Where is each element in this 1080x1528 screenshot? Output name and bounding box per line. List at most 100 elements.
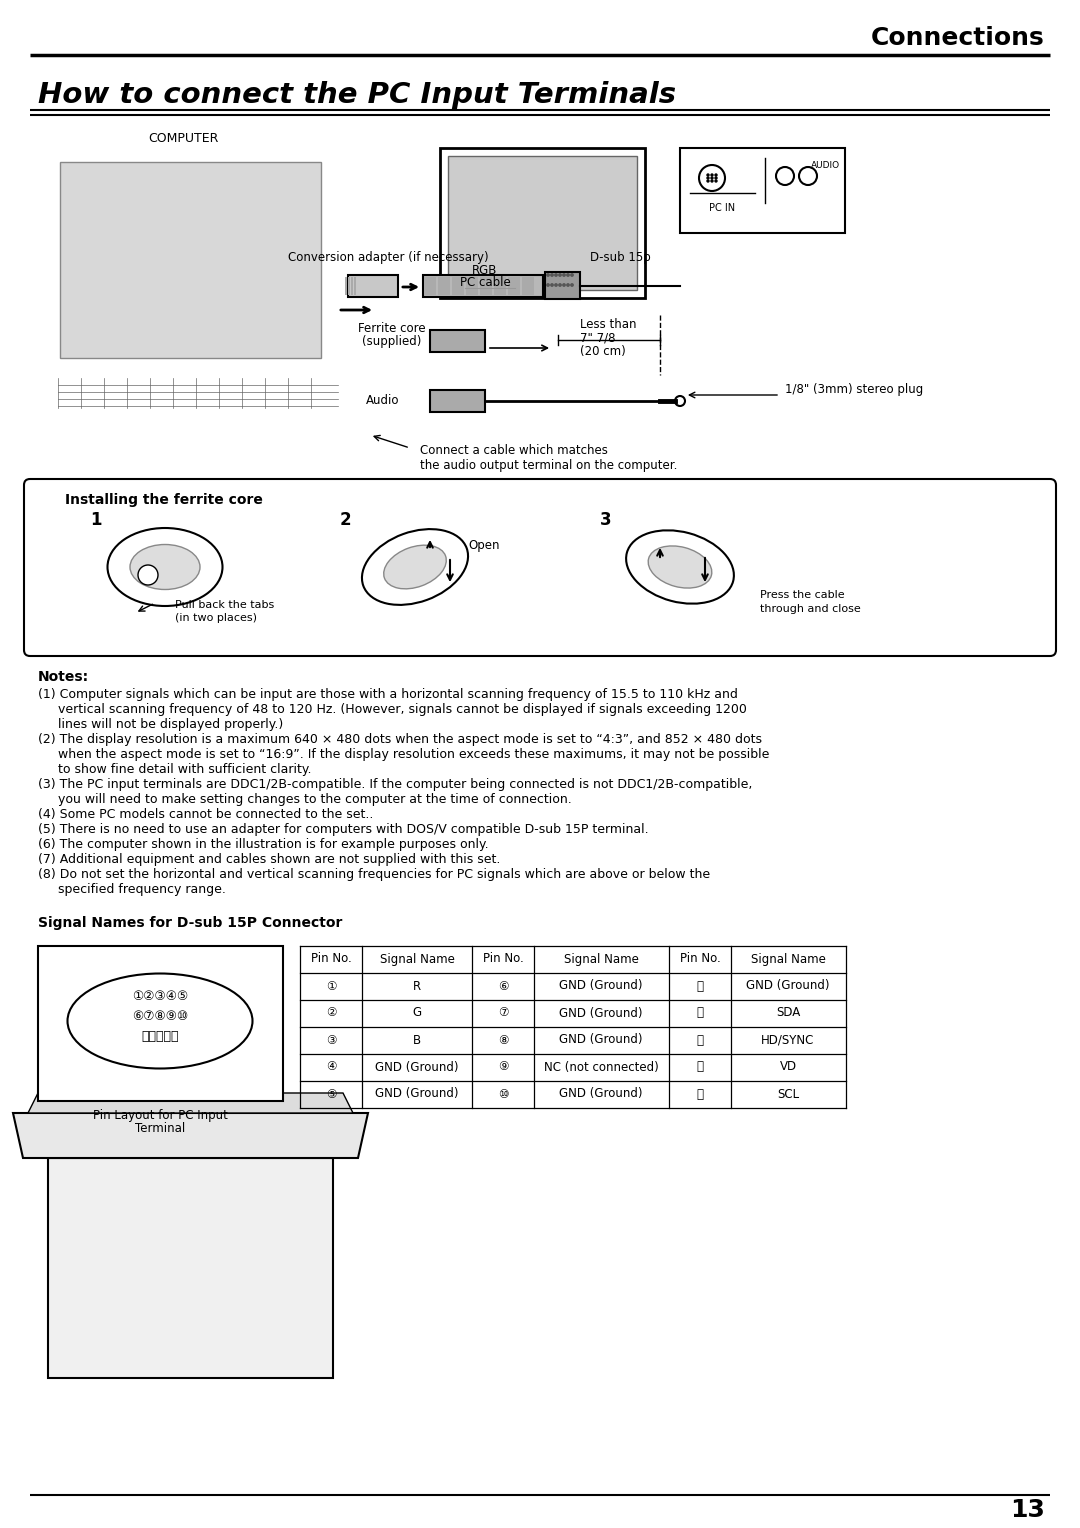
Text: Pin Layout for PC Input: Pin Layout for PC Input bbox=[93, 1109, 228, 1122]
Circle shape bbox=[711, 177, 713, 179]
Text: Signal Name: Signal Name bbox=[751, 952, 825, 966]
Bar bbox=[348, 277, 350, 295]
Text: Pin No.: Pin No. bbox=[679, 952, 720, 966]
Text: HD/SYNC: HD/SYNC bbox=[761, 1033, 814, 1047]
Text: through and close: through and close bbox=[760, 604, 861, 614]
Ellipse shape bbox=[67, 973, 253, 1068]
Text: ⑪⑫⑬⑭⑮: ⑪⑫⑬⑭⑮ bbox=[141, 1030, 179, 1042]
Bar bbox=[424, 277, 436, 295]
Text: Less than: Less than bbox=[580, 318, 636, 332]
Text: COMPUTER: COMPUTER bbox=[148, 131, 218, 145]
Bar bbox=[440, 148, 645, 298]
Text: GND (Ground): GND (Ground) bbox=[746, 979, 829, 993]
Circle shape bbox=[707, 174, 708, 176]
Bar bbox=[522, 277, 534, 295]
Ellipse shape bbox=[130, 544, 200, 590]
Text: How to connect the PC Input Terminals: How to connect the PC Input Terminals bbox=[38, 81, 676, 108]
Text: (5) There is no need to use an adapter for computers with DOS/V compatible D-sub: (5) There is no need to use an adapter f… bbox=[38, 824, 649, 836]
Text: Pin No.: Pin No. bbox=[483, 952, 524, 966]
Text: PC IN: PC IN bbox=[708, 203, 735, 212]
Text: ④: ④ bbox=[326, 1060, 336, 1074]
Circle shape bbox=[711, 180, 713, 182]
Text: AUDIO: AUDIO bbox=[810, 162, 839, 171]
Text: ①②③④⑤: ①②③④⑤ bbox=[132, 990, 188, 1002]
Text: (3) The PC input terminals are DDC1/2B-compatible. If the computer being connect: (3) The PC input terminals are DDC1/2B-c… bbox=[38, 778, 753, 792]
Text: (in two places): (in two places) bbox=[175, 613, 257, 623]
Text: Pull back the tabs: Pull back the tabs bbox=[175, 601, 274, 610]
Text: NC (not connected): NC (not connected) bbox=[543, 1060, 659, 1074]
Text: Open: Open bbox=[468, 538, 499, 552]
Text: Ferrite core: Ferrite core bbox=[359, 321, 426, 335]
Text: (1) Computer signals which can be input are those with a horizontal scanning fre: (1) Computer signals which can be input … bbox=[38, 688, 738, 701]
Bar bbox=[453, 277, 464, 295]
Text: VD: VD bbox=[780, 1060, 797, 1074]
Text: ⑪: ⑪ bbox=[697, 979, 703, 993]
Bar bbox=[430, 330, 485, 351]
Text: (7) Additional equipment and cables shown are not supplied with this set.: (7) Additional equipment and cables show… bbox=[38, 853, 500, 866]
Bar bbox=[680, 148, 845, 232]
Bar bbox=[448, 156, 637, 290]
Circle shape bbox=[138, 565, 158, 585]
Text: D-sub 15p: D-sub 15p bbox=[590, 251, 650, 263]
Ellipse shape bbox=[626, 530, 734, 604]
Bar bbox=[545, 272, 580, 299]
FancyBboxPatch shape bbox=[24, 478, 1056, 656]
Text: Conversion adapter (if necessary): Conversion adapter (if necessary) bbox=[287, 252, 488, 264]
Text: (6) The computer shown in the illustration is for example purposes only.: (6) The computer shown in the illustrati… bbox=[38, 837, 488, 851]
Text: GND (Ground): GND (Ground) bbox=[375, 1060, 459, 1074]
Text: Installing the ferrite core: Installing the ferrite core bbox=[65, 494, 262, 507]
Bar bbox=[438, 277, 450, 295]
Text: (4) Some PC models cannot be connected to the set..: (4) Some PC models cannot be connected t… bbox=[38, 808, 374, 821]
Bar bbox=[465, 277, 478, 295]
Circle shape bbox=[546, 274, 550, 277]
Text: (8) Do not set the horizontal and vertical scanning frequencies for PC signals w: (8) Do not set the horizontal and vertic… bbox=[38, 868, 711, 882]
Text: RGB: RGB bbox=[472, 263, 498, 277]
Text: specified frequency range.: specified frequency range. bbox=[38, 883, 226, 895]
Text: Connections: Connections bbox=[872, 26, 1045, 50]
Circle shape bbox=[555, 274, 557, 277]
Ellipse shape bbox=[108, 529, 222, 607]
Bar bbox=[494, 277, 507, 295]
Text: 13: 13 bbox=[1010, 1497, 1045, 1522]
Text: GND (Ground): GND (Ground) bbox=[559, 1088, 643, 1100]
Circle shape bbox=[715, 177, 717, 179]
Text: vertical scanning frequency of 48 to 120 Hz. (However, signals cannot be display: vertical scanning frequency of 48 to 120… bbox=[38, 703, 747, 717]
Bar bbox=[345, 277, 347, 295]
Bar bbox=[430, 390, 485, 413]
Text: ⑬: ⑬ bbox=[697, 1033, 703, 1047]
Text: 7" 7/8: 7" 7/8 bbox=[580, 332, 616, 344]
Bar bbox=[508, 277, 519, 295]
Text: G: G bbox=[413, 1007, 421, 1019]
Text: ⑥⑦⑧⑨⑩: ⑥⑦⑧⑨⑩ bbox=[132, 1010, 188, 1022]
Text: lines will not be displayed properly.): lines will not be displayed properly.) bbox=[38, 718, 283, 730]
Circle shape bbox=[711, 174, 713, 176]
Text: SCL: SCL bbox=[777, 1088, 799, 1100]
Text: ⑫: ⑫ bbox=[697, 1007, 703, 1019]
Bar bbox=[60, 162, 321, 358]
Text: ⑧: ⑧ bbox=[498, 1033, 509, 1047]
Text: Press the cable: Press the cable bbox=[760, 590, 845, 601]
Text: ⑭: ⑭ bbox=[697, 1060, 703, 1074]
Circle shape bbox=[551, 274, 553, 277]
Ellipse shape bbox=[383, 545, 446, 588]
Text: 1/8" (3mm) stereo plug: 1/8" (3mm) stereo plug bbox=[785, 384, 923, 396]
Circle shape bbox=[715, 174, 717, 176]
Text: Signal Name: Signal Name bbox=[564, 952, 638, 966]
Bar bbox=[480, 277, 492, 295]
Text: 1: 1 bbox=[90, 510, 102, 529]
Circle shape bbox=[567, 284, 569, 286]
Text: ①: ① bbox=[326, 979, 336, 993]
Text: Audio: Audio bbox=[366, 394, 400, 406]
Text: GND (Ground): GND (Ground) bbox=[375, 1088, 459, 1100]
Text: Signal Names for D-sub 15P Connector: Signal Names for D-sub 15P Connector bbox=[38, 915, 342, 931]
Circle shape bbox=[563, 274, 565, 277]
Circle shape bbox=[715, 180, 717, 182]
Circle shape bbox=[571, 284, 573, 286]
Text: ⑮: ⑮ bbox=[697, 1088, 703, 1100]
Polygon shape bbox=[28, 1093, 353, 1112]
Circle shape bbox=[675, 396, 685, 406]
Text: Signal Name: Signal Name bbox=[379, 952, 455, 966]
Text: (2) The display resolution is a maximum 640 × 480 dots when the aspect mode is s: (2) The display resolution is a maximum … bbox=[38, 733, 762, 746]
Text: GND (Ground): GND (Ground) bbox=[559, 979, 643, 993]
Text: PC cable: PC cable bbox=[460, 277, 511, 289]
